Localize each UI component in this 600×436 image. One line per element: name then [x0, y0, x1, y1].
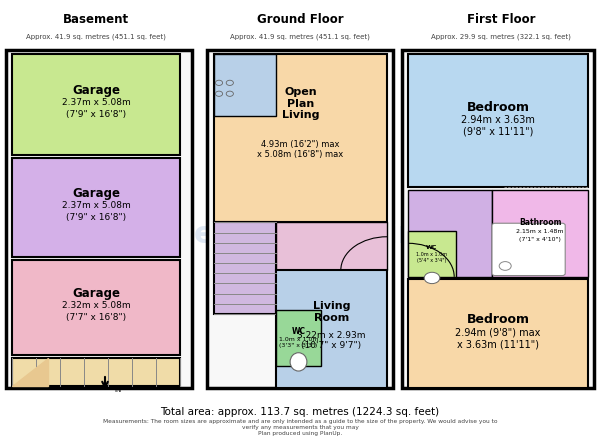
- Bar: [276, 310, 321, 366]
- Text: 2.37m x 5.08m: 2.37m x 5.08m: [62, 201, 130, 210]
- Text: Approx. 41.9 sq. metres (451.1 sq. feet): Approx. 41.9 sq. metres (451.1 sq. feet): [230, 34, 370, 40]
- Text: WC: WC: [427, 245, 437, 250]
- Text: 2.32m x 5.08m: 2.32m x 5.08m: [62, 301, 130, 310]
- Text: Approx. 41.9 sq. metres (451.1 sq. feet): Approx. 41.9 sq. metres (451.1 sq. feet): [26, 34, 166, 40]
- Polygon shape: [12, 358, 48, 386]
- Bar: [408, 190, 492, 277]
- Text: (10'7" x 9'7"): (10'7" x 9'7"): [301, 341, 362, 350]
- Text: (7'9" x 16'8"): (7'9" x 16'8"): [66, 110, 126, 119]
- Bar: [408, 279, 588, 388]
- Text: (7'9" x 16'8"): (7'9" x 16'8"): [66, 213, 126, 221]
- Circle shape: [499, 262, 511, 270]
- Text: Approx. 29.9 sq. metres (322.1 sq. feet): Approx. 29.9 sq. metres (322.1 sq. feet): [431, 34, 571, 40]
- Text: (3'3" x 3'3"): (3'3" x 3'3"): [280, 343, 317, 348]
- Text: Garage: Garage: [72, 287, 120, 300]
- Text: (7'7" x 16'8"): (7'7" x 16'8"): [66, 313, 126, 322]
- Bar: [214, 222, 276, 314]
- Text: x 5.08m (16'8") max: x 5.08m (16'8") max: [257, 150, 344, 160]
- Bar: [492, 190, 588, 277]
- Text: WC: WC: [292, 327, 305, 336]
- Text: Measurements: The room sizes are approximate and are only intended as a guide to: Measurements: The room sizes are approxi…: [103, 419, 497, 436]
- Ellipse shape: [290, 353, 307, 371]
- Bar: [276, 222, 387, 270]
- Bar: [12, 54, 180, 155]
- Text: Garage: Garage: [72, 84, 120, 97]
- Text: Basement: Basement: [63, 13, 129, 26]
- Bar: [214, 54, 276, 116]
- Text: Ground Floor: Ground Floor: [257, 13, 343, 26]
- Bar: [408, 231, 456, 277]
- Bar: [214, 54, 387, 222]
- Text: (5'4" x 3'4"): (5'4" x 3'4"): [418, 259, 446, 263]
- Bar: [408, 54, 588, 187]
- Bar: [12, 158, 180, 257]
- Text: Living
Room: Living Room: [313, 301, 350, 323]
- Bar: [12, 260, 180, 355]
- Bar: [402, 50, 594, 388]
- Bar: [6, 50, 192, 388]
- Text: Bedroom: Bedroom: [467, 313, 530, 326]
- Circle shape: [424, 272, 440, 284]
- Text: Garage: Garage: [72, 187, 120, 200]
- Text: Rightmove
Sales and Lettings: Rightmove Sales and Lettings: [141, 187, 459, 249]
- Text: 2.94m x 3.63m: 2.94m x 3.63m: [461, 115, 535, 125]
- FancyBboxPatch shape: [492, 223, 565, 276]
- Text: 2.37m x 5.08m: 2.37m x 5.08m: [62, 98, 130, 107]
- Bar: [12, 358, 180, 386]
- Text: (9'8" x 11'11"): (9'8" x 11'11"): [463, 127, 533, 137]
- Bar: [207, 50, 393, 388]
- Text: 4.93m (16'2") max: 4.93m (16'2") max: [262, 140, 340, 150]
- Text: IN: IN: [114, 387, 121, 393]
- Text: 1.0m x 1.0m: 1.0m x 1.0m: [279, 337, 318, 342]
- Text: Open
Plan
Living: Open Plan Living: [282, 87, 319, 120]
- Text: 3.22m x 2.93m: 3.22m x 2.93m: [297, 331, 366, 340]
- Text: (7'1" x 4'10"): (7'1" x 4'10"): [519, 237, 561, 242]
- Text: 2.15m x 1.48m: 2.15m x 1.48m: [516, 229, 564, 234]
- Bar: [276, 270, 387, 388]
- Text: 2.94m (9'8") max: 2.94m (9'8") max: [455, 327, 541, 337]
- Text: Bedroom: Bedroom: [467, 101, 530, 113]
- Text: First Floor: First Floor: [467, 13, 535, 26]
- Text: Total area: approx. 113.7 sq. metres (1224.3 sq. feet): Total area: approx. 113.7 sq. metres (12…: [160, 407, 440, 416]
- Text: Bathroom: Bathroom: [519, 218, 561, 227]
- Text: 1.0m x 1.0m: 1.0m x 1.0m: [416, 252, 448, 257]
- Text: x 3.63m (11'11"): x 3.63m (11'11"): [457, 340, 539, 349]
